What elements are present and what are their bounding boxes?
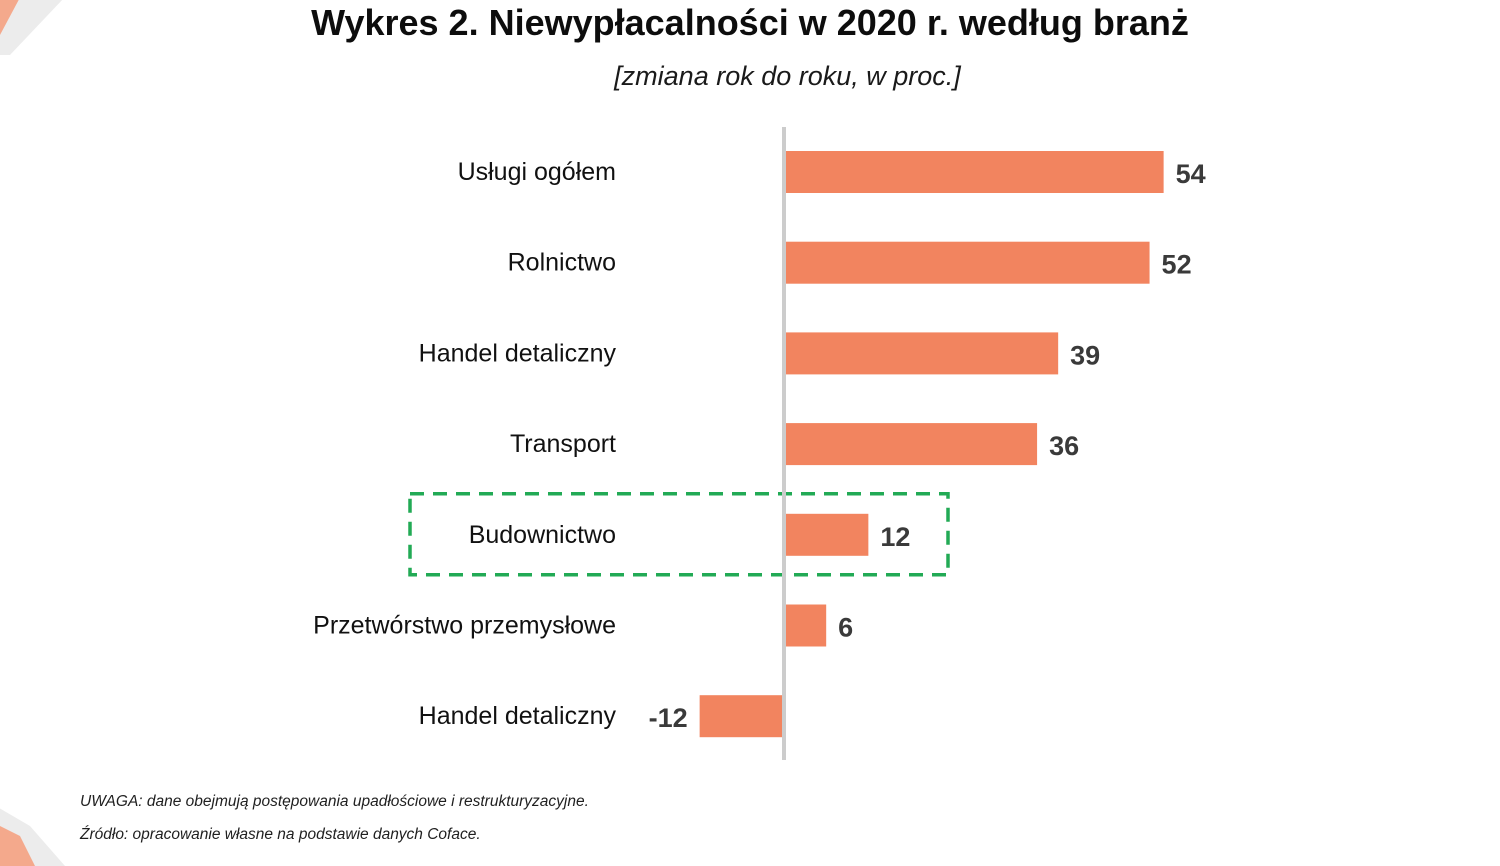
value-label-4: 12: [880, 522, 910, 552]
value-label-1: 52: [1162, 250, 1192, 280]
value-label-0: 54: [1176, 159, 1206, 189]
category-label-5: Przetwórstwo przemysłowe: [313, 612, 616, 640]
bar-6: [699, 695, 784, 738]
bar-5: [784, 604, 827, 647]
chart-subtitle: [zmiana rok do roku, w proc.]: [614, 61, 961, 91]
value-label-2: 39: [1070, 340, 1100, 370]
value-label-5: 6: [838, 613, 853, 643]
bar-3: [784, 423, 1038, 466]
chart-title-number: Wykres 2.: [311, 2, 479, 43]
value-label-6: -12: [649, 703, 688, 733]
chart-source: Źródło: opracowanie własne na podstawie …: [80, 826, 481, 843]
category-label-1: Rolnictwo: [508, 249, 616, 277]
category-label-4: Budownictwo: [469, 521, 616, 549]
bar-0: [784, 151, 1164, 193]
category-label-6: Handel detaliczny: [419, 702, 617, 730]
bar-4: [784, 513, 869, 556]
category-label-0: Usługi ogółem: [458, 158, 616, 186]
bar-1: [784, 241, 1150, 284]
highlight-box: [408, 492, 950, 577]
category-label-3: Transport: [510, 430, 616, 458]
chart-title-text: Niewypłacalności w 2020 r. według branż: [488, 2, 1189, 43]
category-label-2: Handel detaliczny: [419, 339, 617, 367]
chart-title: Wykres 2. Niewypłacalności w 2020 r. wed…: [0, 0, 1500, 46]
bar-2: [784, 332, 1059, 375]
chart-note: UWAGA: dane obejmują postępowania upadło…: [80, 793, 589, 810]
value-label-3: 36: [1049, 431, 1079, 461]
